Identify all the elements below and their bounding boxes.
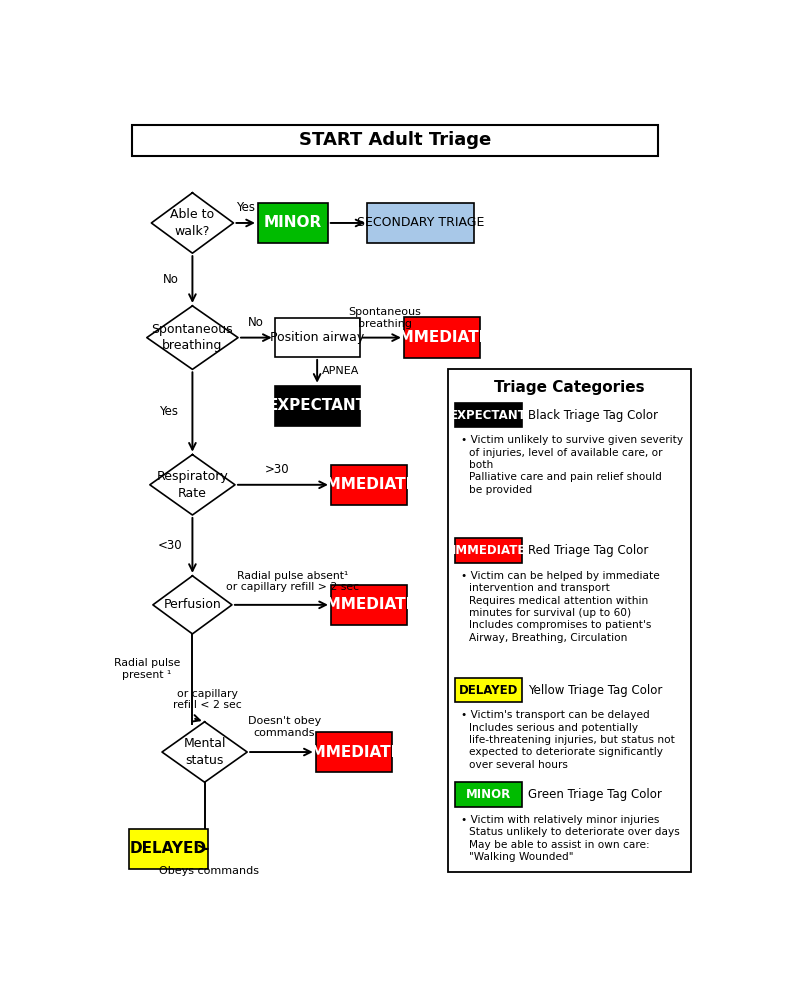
Text: Green Triage Tag Color: Green Triage Tag Color (528, 788, 662, 801)
Text: over several hours: over several hours (469, 760, 568, 770)
Text: IMMEDIATE: IMMEDIATE (321, 477, 417, 492)
FancyBboxPatch shape (330, 465, 407, 505)
Text: No: No (248, 316, 265, 329)
Text: IMMEDIATE: IMMEDIATE (321, 598, 417, 613)
Text: Includes compromises to patient's: Includes compromises to patient's (469, 621, 651, 631)
FancyBboxPatch shape (403, 318, 480, 358)
Text: Position airway: Position airway (270, 331, 364, 344)
FancyBboxPatch shape (275, 385, 360, 426)
Text: • Victim can be helped by immediate: • Victim can be helped by immediate (462, 570, 660, 580)
Text: EXPECTANT: EXPECTANT (268, 398, 367, 413)
Text: expected to deteriorate significantly: expected to deteriorate significantly (469, 747, 663, 758)
FancyBboxPatch shape (448, 368, 692, 872)
Text: IMMEDIATE: IMMEDIATE (305, 744, 402, 760)
Text: No: No (162, 273, 178, 286)
Text: Spontaneous
breathing: Spontaneous breathing (349, 308, 422, 329)
Text: • Victim with relatively minor injuries: • Victim with relatively minor injuries (462, 815, 659, 825)
Text: IMMEDIATE: IMMEDIATE (451, 544, 526, 557)
Text: Respiratory
Rate: Respiratory Rate (156, 470, 228, 500)
Text: or capillary
refill < 2 sec: or capillary refill < 2 sec (173, 689, 242, 710)
Text: MINOR: MINOR (466, 788, 511, 801)
Text: SECONDARY TRIAGE: SECONDARY TRIAGE (357, 216, 484, 229)
Text: Status unlikely to deteriorate over days: Status unlikely to deteriorate over days (469, 827, 679, 837)
Text: Red Triage Tag Color: Red Triage Tag Color (528, 544, 648, 557)
Text: Doesn't obey
commands: Doesn't obey commands (248, 716, 321, 738)
FancyBboxPatch shape (367, 203, 474, 243)
Text: life-threatening injuries, but status not: life-threatening injuries, but status no… (469, 735, 674, 745)
Text: intervention and transport: intervention and transport (469, 583, 609, 594)
FancyBboxPatch shape (257, 203, 328, 243)
Text: Mental
status: Mental status (184, 737, 226, 767)
FancyBboxPatch shape (455, 783, 522, 807)
FancyBboxPatch shape (455, 538, 522, 563)
Text: Radial pulse absent¹
or capillary refill > 2 sec: Radial pulse absent¹ or capillary refill… (226, 570, 359, 593)
Text: <30: <30 (159, 539, 183, 552)
Text: Radial pulse
present ¹: Radial pulse present ¹ (114, 658, 180, 680)
Text: • Victim unlikely to survive given severity: • Victim unlikely to survive given sever… (462, 436, 684, 446)
Text: DELAYED: DELAYED (130, 841, 206, 856)
Text: minutes for survival (up to 60): minutes for survival (up to 60) (469, 608, 631, 618)
FancyBboxPatch shape (316, 732, 392, 773)
Text: of injuries, level of available care, or: of injuries, level of available care, or (469, 448, 662, 458)
Text: Palliative care and pain relief should: Palliative care and pain relief should (469, 473, 662, 483)
FancyBboxPatch shape (132, 125, 658, 156)
Text: Requires medical attention within: Requires medical attention within (469, 596, 648, 606)
Text: Black Triage Tag Color: Black Triage Tag Color (528, 408, 659, 422)
Text: • Victim's transport can be delayed: • Victim's transport can be delayed (462, 710, 650, 720)
Text: START Adult Triage: START Adult Triage (298, 131, 491, 149)
FancyBboxPatch shape (455, 678, 522, 702)
Text: be provided: be provided (469, 485, 532, 495)
Text: IMMEDIATE: IMMEDIATE (394, 330, 490, 345)
Text: Able to
walk?: Able to walk? (170, 208, 214, 237)
FancyBboxPatch shape (330, 584, 407, 625)
Text: "Walking Wounded": "Walking Wounded" (469, 852, 573, 862)
Text: Yes: Yes (159, 405, 177, 418)
Text: APNEA: APNEA (322, 366, 359, 376)
Text: MINOR: MINOR (264, 215, 322, 230)
Text: EXPECTANT: EXPECTANT (451, 408, 528, 422)
Text: Obeys commands: Obeys commands (159, 865, 259, 875)
Text: Airway, Breathing, Circulation: Airway, Breathing, Circulation (469, 633, 627, 643)
Text: Yes: Yes (236, 201, 255, 214)
Text: Triage Categories: Triage Categories (495, 380, 645, 395)
Text: Includes serious and potentially: Includes serious and potentially (469, 722, 637, 732)
FancyBboxPatch shape (275, 318, 360, 357)
Text: May be able to assist in own care:: May be able to assist in own care: (469, 840, 649, 850)
Text: Yellow Triage Tag Color: Yellow Triage Tag Color (528, 683, 663, 696)
Text: DELAYED: DELAYED (459, 683, 518, 696)
Text: Spontaneous
breathing: Spontaneous breathing (152, 323, 233, 352)
FancyBboxPatch shape (129, 829, 207, 869)
Text: Perfusion: Perfusion (163, 599, 221, 612)
Text: both: both (469, 460, 493, 470)
FancyBboxPatch shape (455, 402, 522, 428)
Text: >30: >30 (265, 463, 289, 476)
